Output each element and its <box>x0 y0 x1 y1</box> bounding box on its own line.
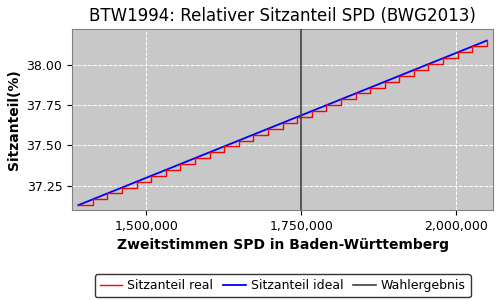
X-axis label: Zweitstimmen SPD in Baden-Württemberg: Zweitstimmen SPD in Baden-Württemberg <box>116 238 448 252</box>
Sitzanteil ideal <box>270 125 276 129</box>
Sitzanteil real <box>104 192 110 195</box>
Sitzanteil ideal <box>484 39 490 42</box>
Sitzanteil real <box>280 121 285 125</box>
Sitzanteil real <box>382 80 388 83</box>
Sitzanteil real <box>90 203 96 207</box>
Sitzanteil real <box>76 203 82 207</box>
Sitzanteil ideal <box>272 124 278 128</box>
Legend: Sitzanteil real, Sitzanteil ideal, Wahlergebnis: Sitzanteil real, Sitzanteil ideal, Wahle… <box>94 274 470 297</box>
Title: BTW1994: Relativer Sitzanteil SPD (BWG2013): BTW1994: Relativer Sitzanteil SPD (BWG20… <box>89 7 476 25</box>
Sitzanteil ideal <box>76 203 82 207</box>
Line: Sitzanteil real: Sitzanteil real <box>78 40 487 205</box>
Sitzanteil ideal <box>296 114 302 118</box>
Sitzanteil real <box>484 39 490 42</box>
Sitzanteil real <box>265 133 271 136</box>
Sitzanteil real <box>411 74 417 78</box>
Sitzanteil ideal <box>474 43 480 46</box>
Sitzanteil ideal <box>410 68 416 72</box>
Sitzanteil ideal <box>318 105 324 109</box>
Y-axis label: Sitzanteil(%): Sitzanteil(%) <box>7 69 21 170</box>
Line: Sitzanteil ideal: Sitzanteil ideal <box>78 40 487 205</box>
